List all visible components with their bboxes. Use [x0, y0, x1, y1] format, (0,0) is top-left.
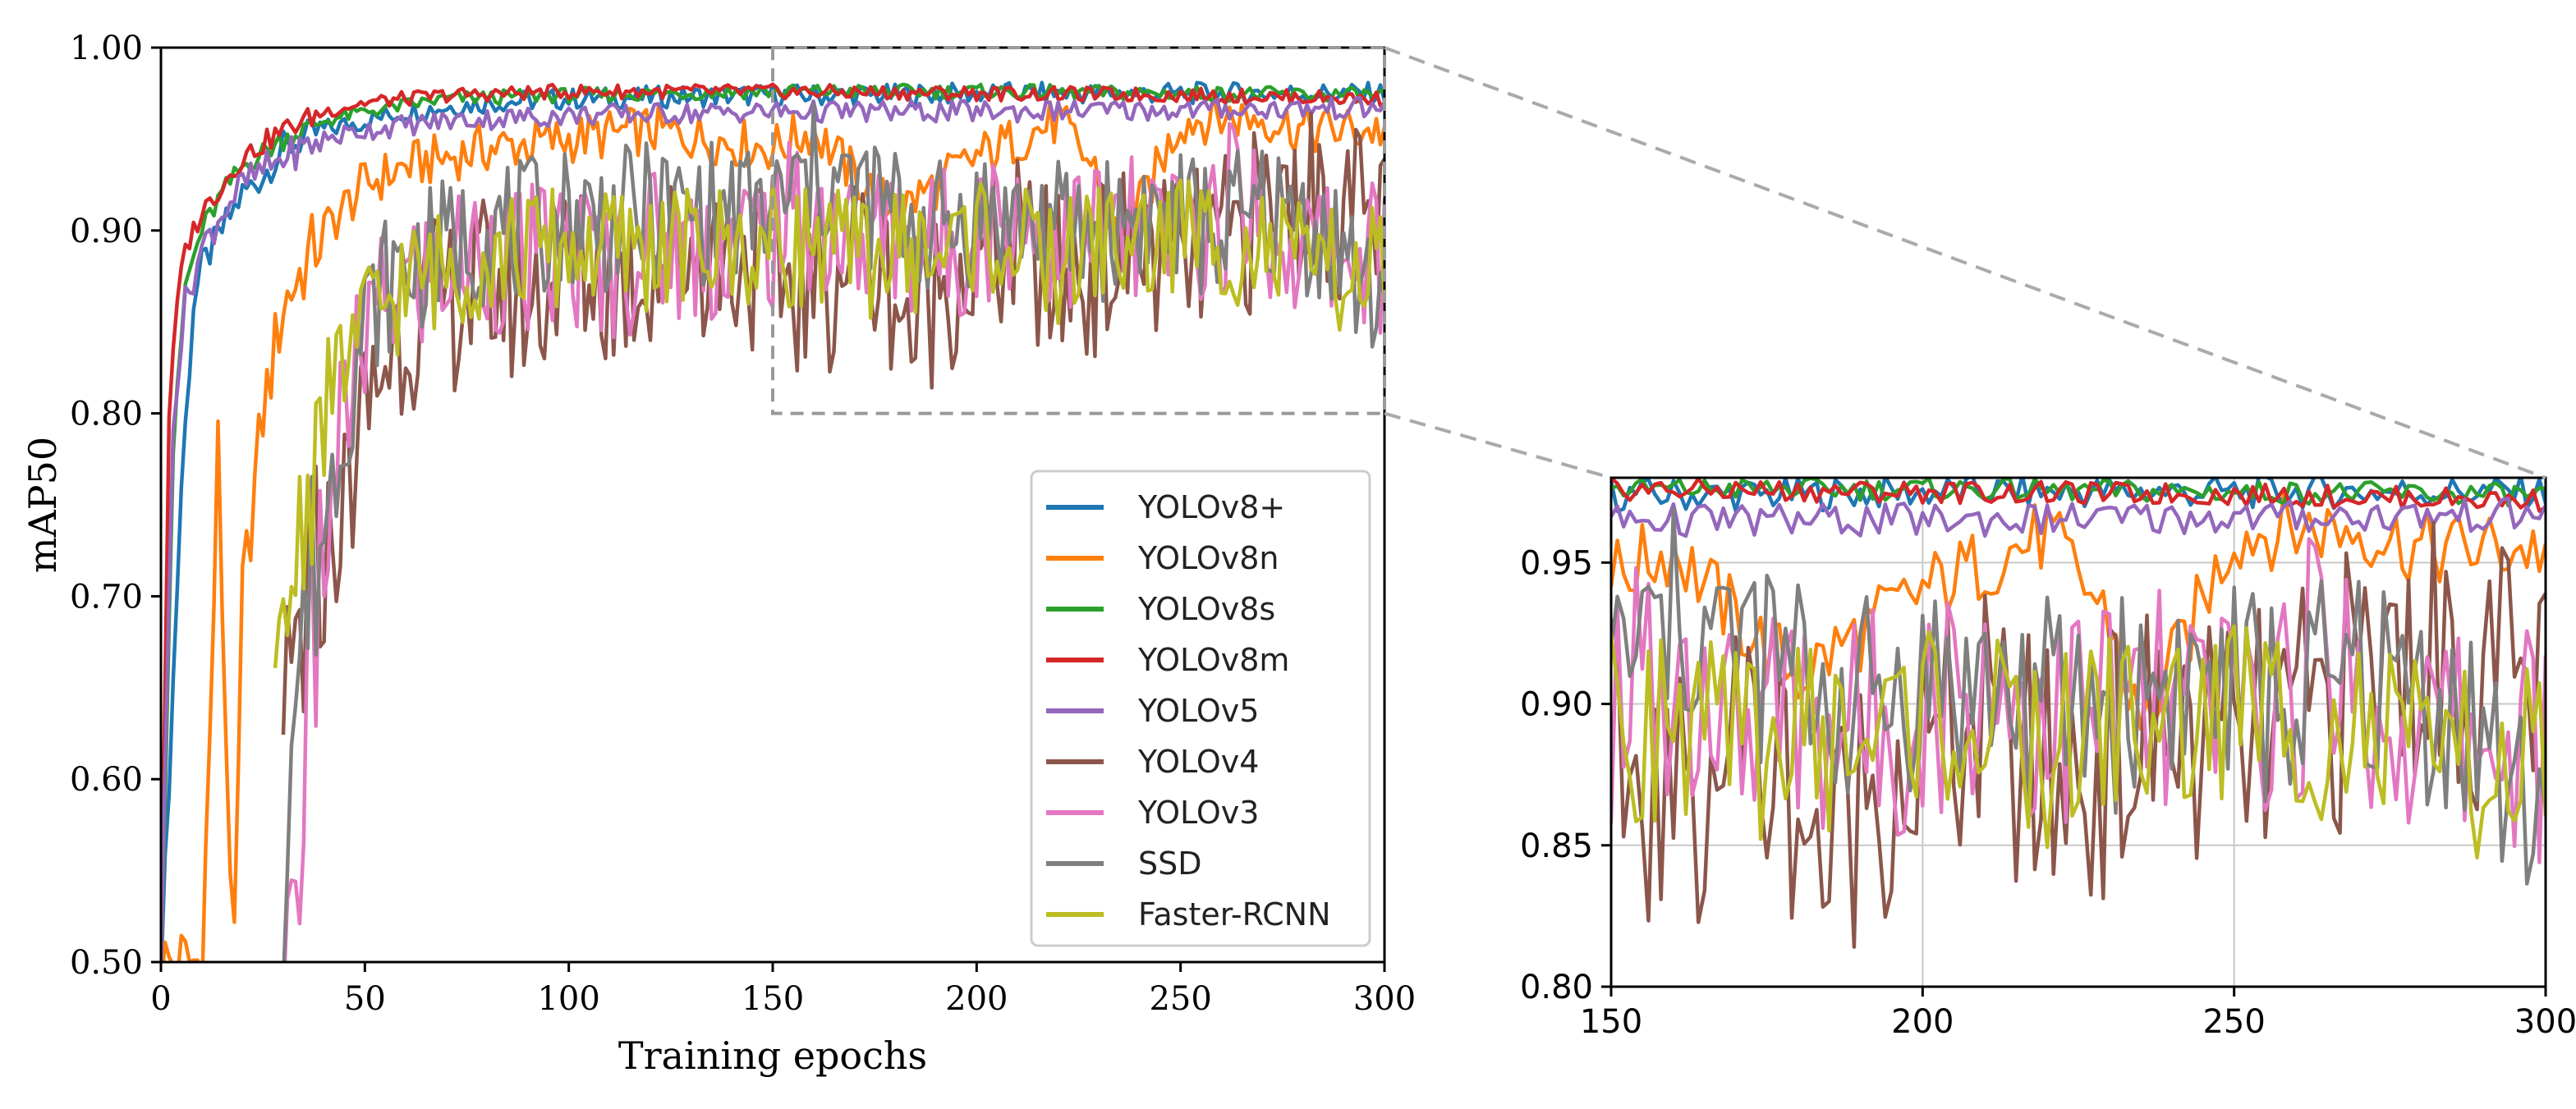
- series-line-yolov8m: [161, 82, 1384, 962]
- series-line-yolov5: [161, 95, 1384, 962]
- legend-label: YOLOv8+: [1137, 489, 1285, 525]
- main-series-lines: [161, 80, 1384, 962]
- zoom-connector-top: [1384, 46, 2546, 479]
- x-tick-label: 200: [945, 980, 1008, 1018]
- y-tick-label: 0.80: [70, 396, 143, 433]
- zoom-series-line-yolov8m: [1611, 478, 2546, 513]
- zoom-x-tick-label: 300: [2514, 1003, 2576, 1041]
- zoom-series-line-yolov5: [1611, 497, 2546, 538]
- legend-label: YOLOv5: [1137, 693, 1259, 729]
- zoom-axes-frame: [1609, 476, 2547, 988]
- zoom-y-tick-label: 0.95: [1520, 544, 1593, 582]
- zoom-x-tick-label: 150: [1580, 1003, 1642, 1041]
- zoom-y-tick-label: 0.90: [1520, 686, 1593, 724]
- x-tick-label: 250: [1149, 980, 1211, 1018]
- x-tick-label: 300: [1353, 980, 1416, 1018]
- x-tick-label: 50: [344, 980, 386, 1018]
- series-line-ssd: [282, 102, 1384, 962]
- zoom-x-tick-label: 200: [1891, 1003, 1954, 1041]
- legend-label: YOLOv3: [1137, 795, 1259, 831]
- y-tick-label: 0.50: [70, 944, 143, 982]
- legend-box: [1030, 470, 1371, 947]
- x-tick-label: 0: [150, 980, 171, 1018]
- x-axis-label: Training epochs: [618, 1033, 927, 1078]
- zoom-connector-bottom: [1384, 411, 1612, 479]
- series-line-faster-rcnn: [273, 178, 1384, 668]
- legend: YOLOv8+ YOLOv8n YOLOv8s YOLOv8m YOLOv5 YOLOv4…: [1030, 470, 1371, 947]
- legend-label: Faster-RCNN: [1138, 896, 1331, 933]
- zoom-connector: [1384, 46, 2546, 479]
- y-tick-label: 0.70: [70, 578, 143, 616]
- zoom-series-lines: [1611, 478, 2546, 949]
- legend-label: YOLOv4: [1137, 744, 1259, 780]
- main-chart: 0 50 100 150 200 250 300 0.50 0.60 0.70 0.80 0.90 1.…: [21, 30, 1416, 1078]
- legend-label: YOLOv8s: [1137, 591, 1275, 627]
- legend-label: YOLOv8m: [1137, 642, 1289, 678]
- y-axis-label: mAP50: [21, 437, 65, 573]
- zoom-y-tick-label: 0.85: [1520, 827, 1593, 865]
- zoom-x-tick-label: 250: [2202, 1003, 2265, 1041]
- x-tick-label: 100: [537, 980, 599, 1018]
- y-tick-label: 1.00: [70, 30, 143, 67]
- zoom-series-line-faster-rcnn: [1611, 624, 2546, 859]
- zoom-series-line-yolov8n: [1611, 489, 2546, 731]
- x-tick-label: 150: [742, 980, 804, 1018]
- zoom-region-box: [771, 46, 1386, 415]
- y-tick-label: 0.60: [70, 761, 143, 799]
- zoom-chart: 150 200 250 300 0.80 0.85 0.90 0.95: [1520, 476, 2576, 1041]
- zoom-series-line-ssd: [1611, 506, 2546, 886]
- legend-label: YOLOv8n: [1137, 540, 1279, 576]
- legend-label: SSD: [1138, 845, 1202, 882]
- zoom-y-tick-label: 0.80: [1520, 969, 1593, 1006]
- y-tick-label: 0.90: [70, 213, 143, 250]
